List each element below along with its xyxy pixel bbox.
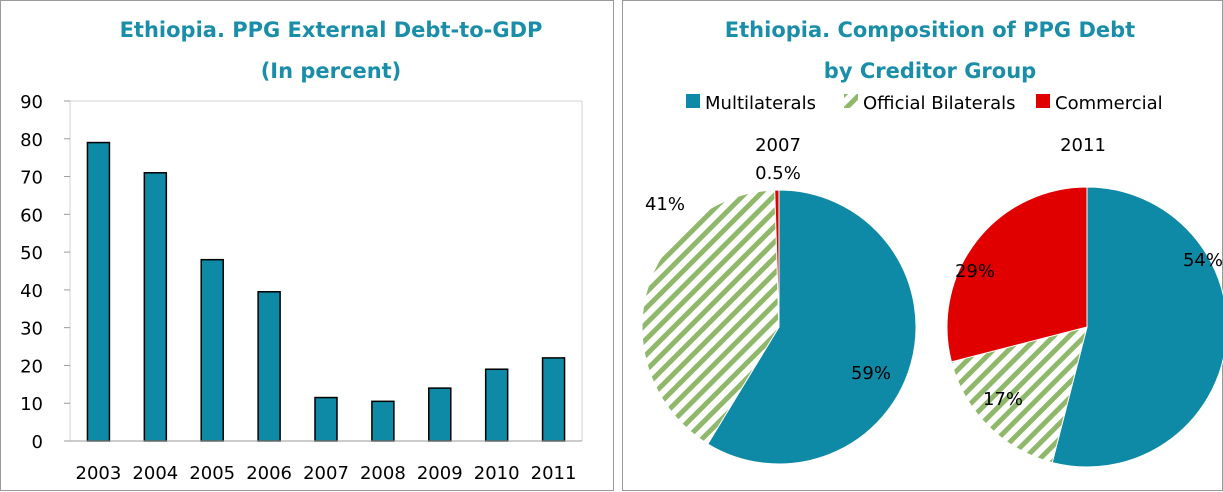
pie-2007-year-label: 2007 — [755, 135, 801, 156]
bar-2007 — [314, 396, 338, 442]
bar-2005 — [200, 258, 224, 442]
creditor-composition-panel: Ethiopia. Composition of PPG Debt by Cre… — [622, 0, 1223, 491]
pie-2011-label-official-bilaterals: 17% — [983, 389, 1023, 410]
y-tick-label: 40 — [20, 281, 43, 302]
y-tick-label: 70 — [20, 168, 43, 189]
bar-chart-title: Ethiopia. PPG External Debt-to-GDP — [120, 18, 543, 42]
bar-chart-subtitle: (In percent) — [261, 59, 402, 83]
legend-swatch-official-bilaterals — [844, 94, 858, 108]
debt-to-gdp-chart: Ethiopia. PPG External Debt-to-GDP (In p… — [20, 18, 583, 484]
pie-2011-label-commercial: 29% — [955, 261, 995, 282]
x-tick-label: 2005 — [189, 463, 235, 484]
y-tick-label: 80 — [20, 130, 43, 151]
y-tick-label: 90 — [20, 92, 43, 113]
legend-label-official-bilaterals: Official Bilaterals — [863, 93, 1016, 114]
x-tick-label: 2004 — [132, 463, 178, 484]
legend: Multilaterals Official Bilaterals Commer… — [686, 93, 1163, 114]
bar-2004 — [143, 172, 168, 442]
pie-2007-label-multilaterals: 59% — [851, 363, 891, 384]
pie-2007-label-commercial: 0.5% — [755, 163, 801, 184]
x-tick-label: 2003 — [76, 463, 122, 484]
pie-2011: 54% 17% 29% — [946, 186, 1223, 468]
bar-2011 — [541, 357, 566, 442]
pie-2011-year-label: 2011 — [1060, 135, 1106, 156]
pie-2011-slice-official-bilaterals — [950, 326, 1088, 464]
x-tick-label: 2007 — [303, 463, 349, 484]
y-tick-label: 10 — [20, 394, 43, 415]
bar-2009 — [428, 387, 452, 442]
y-tick-label: 30 — [20, 319, 43, 340]
pie-2011-slice-multilaterals — [1051, 186, 1223, 468]
x-tick-label: 2010 — [474, 463, 520, 484]
pie-2007: 59% 41% 0.5% — [641, 163, 917, 465]
pie-chart-subtitle: by Creditor Group — [824, 59, 1036, 83]
legend-label-commercial: Commercial — [1055, 93, 1163, 114]
bar-2010 — [484, 368, 509, 442]
x-tick-label: 2011 — [531, 463, 577, 484]
pie-chart-title: Ethiopia. Composition of PPG Debt — [725, 18, 1135, 42]
y-tick-label: 60 — [20, 205, 43, 226]
pie-2007-slice-multilaterals — [707, 189, 917, 465]
y-tick-label: 50 — [20, 243, 43, 264]
pie-2011-slice-commercial — [946, 186, 1088, 363]
bar-2006 — [257, 291, 281, 442]
bar-2008 — [371, 400, 395, 442]
x-tick-label: 2006 — [246, 463, 292, 484]
legend-swatch-commercial — [1036, 94, 1050, 108]
legend-swatch-multilaterals — [686, 94, 700, 108]
y-tick-label: 0 — [32, 432, 43, 453]
legend-label-multilaterals: Multilaterals — [705, 93, 816, 114]
creditor-composition-chart: Ethiopia. Composition of PPG Debt by Cre… — [641, 18, 1223, 468]
bar-2003 — [86, 141, 111, 442]
pie-2011-label-multilaterals: 54% — [1183, 250, 1223, 271]
pie-2007-slice-official-bilaterals — [641, 189, 780, 445]
x-tick-label: 2009 — [417, 463, 463, 484]
y-tick-label: 20 — [20, 356, 43, 377]
pie-2007-slice-commercial — [774, 189, 780, 328]
x-tick-label: 2008 — [360, 463, 406, 484]
debt-to-gdp-panel: Ethiopia. PPG External Debt-to-GDP (In p… — [0, 0, 614, 491]
pie-2007-label-official-bilaterals: 41% — [645, 194, 685, 215]
